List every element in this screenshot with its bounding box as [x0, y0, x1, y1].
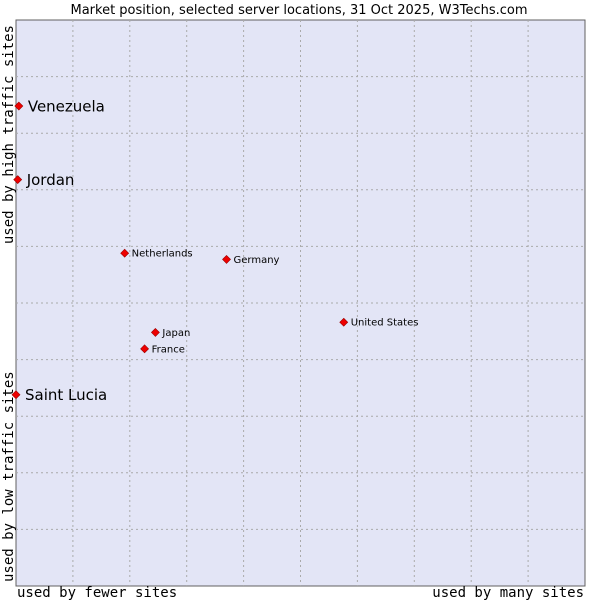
marker-france [140, 344, 150, 354]
data-points: Venezuela Jordan Netherlands Germany United … [11, 98, 419, 404]
marker-jordan [13, 175, 23, 185]
data-point-germany: Germany [222, 254, 280, 266]
marker-japan [150, 328, 160, 337]
data-point-jordan: Jordan [13, 171, 75, 189]
point-label-france: France [152, 344, 185, 355]
marker-germany [222, 254, 231, 264]
x-axis-label-right: used by many sites [432, 585, 584, 600]
chart-title: Market position, selected server locatio… [70, 3, 527, 18]
data-point-saint-lucia: Saint Lucia [11, 386, 107, 404]
x-axis-label-left: used by fewer sites [17, 585, 177, 600]
data-point-united-states: United States [339, 317, 419, 329]
marker-united-states [339, 317, 349, 327]
y-axis-label-top: used by high traffic sites [1, 25, 17, 244]
marker-netherlands [120, 248, 130, 258]
point-label-germany: Germany [234, 255, 280, 266]
point-label-netherlands: Netherlands [132, 249, 193, 260]
data-point-venezuela: Venezuela [14, 98, 105, 116]
grid-lines [16, 20, 585, 586]
point-label-japan: Japan [161, 328, 190, 339]
y-axis-label-bottom: used by low traffic sites [1, 371, 17, 582]
data-point-japan: Japan [150, 328, 190, 339]
point-label-venezuela: Venezuela [28, 98, 105, 116]
point-label-saint-lucia: Saint Lucia [25, 386, 107, 404]
marker-saint-lucia [11, 390, 21, 400]
marker-venezuela [14, 101, 24, 111]
data-point-netherlands: Netherlands [120, 248, 193, 260]
point-label-united-states: United States [351, 318, 419, 329]
point-label-jordan: Jordan [26, 171, 75, 189]
data-point-france: France [140, 344, 185, 355]
